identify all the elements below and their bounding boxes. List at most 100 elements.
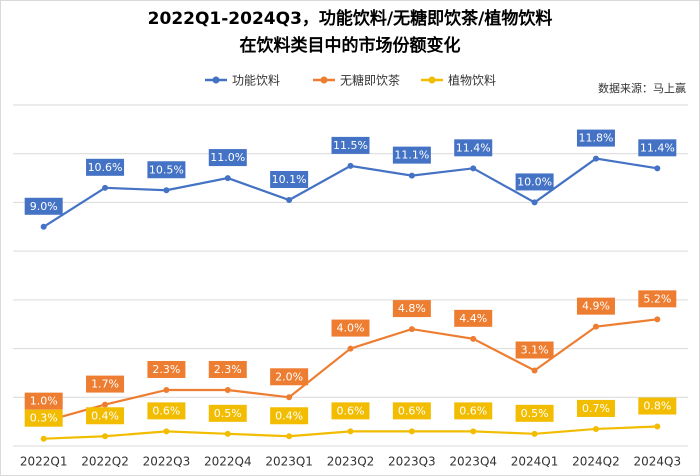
data-point — [408, 428, 415, 435]
data-point — [592, 155, 599, 162]
data-label-box — [515, 341, 554, 359]
data-label: 4.8% — [398, 302, 426, 315]
x-tick-label: 2023Q1 — [265, 455, 313, 469]
x-tick-label: 2022Q4 — [204, 455, 252, 469]
data-label: 10.5% — [149, 163, 184, 176]
data-point — [224, 175, 231, 182]
data-point — [592, 425, 599, 432]
data-label: 5.2% — [643, 292, 671, 305]
data-point — [592, 323, 599, 330]
data-label-box — [331, 319, 370, 337]
data-point — [408, 172, 415, 179]
data-point — [531, 367, 538, 374]
data-label-box — [638, 139, 677, 157]
data-point — [163, 386, 170, 393]
data-label-box — [270, 368, 309, 386]
data-label: 0.5% — [214, 407, 242, 420]
data-label: 0.4% — [91, 409, 119, 422]
data-label-box — [576, 399, 615, 417]
data-point — [102, 401, 109, 408]
data-label: 0.3% — [30, 412, 58, 425]
data-label: 0.5% — [521, 407, 549, 420]
data-label: 0.6% — [459, 404, 487, 417]
data-label: 0.7% — [582, 402, 610, 415]
data-label-box — [392, 402, 431, 420]
data-label-box — [576, 129, 615, 147]
x-tick-label: 2024Q2 — [572, 455, 620, 469]
data-label-box — [270, 170, 309, 188]
data-label: 1.0% — [30, 395, 58, 408]
data-label: 11.5% — [333, 139, 368, 152]
x-tick-label: 2022Q3 — [143, 455, 191, 469]
data-point — [470, 335, 477, 342]
data-point — [224, 386, 231, 393]
data-label-box — [454, 309, 493, 327]
data-point — [40, 223, 47, 230]
x-tick-label: 2024Q3 — [634, 455, 682, 469]
data-label-box — [147, 360, 186, 378]
data-point — [286, 196, 293, 203]
legend-label: 功能饮料 — [232, 74, 280, 88]
x-tick-label: 2022Q2 — [81, 455, 129, 469]
source-note: 数据来源：马上赢 — [598, 81, 686, 95]
data-point — [470, 428, 477, 435]
data-label: 0.6% — [152, 404, 180, 417]
x-tick-label: 2022Q1 — [20, 455, 68, 469]
data-label-box — [331, 402, 370, 420]
data-label-box — [392, 300, 431, 318]
legend-marker — [428, 76, 436, 84]
data-point — [163, 428, 170, 435]
data-label-box — [208, 360, 247, 378]
data-label: 10.0% — [517, 175, 552, 188]
data-label-box — [392, 146, 431, 164]
data-label: 0.6% — [398, 404, 426, 417]
data-label: 2.3% — [214, 363, 242, 376]
data-point — [102, 433, 109, 440]
data-point — [408, 326, 415, 333]
data-point — [347, 345, 354, 352]
legend-marker — [320, 76, 328, 84]
data-point — [286, 394, 293, 401]
data-point — [224, 430, 231, 437]
data-label: 3.1% — [521, 343, 549, 356]
data-label-box — [515, 404, 554, 422]
data-label-box — [86, 375, 125, 393]
data-label: 2.3% — [152, 363, 180, 376]
data-label: 4.0% — [337, 322, 365, 335]
x-tick-label: 2023Q4 — [449, 455, 497, 469]
data-label-box — [515, 173, 554, 191]
data-label-box — [208, 404, 247, 422]
data-label: 11.4% — [640, 141, 675, 154]
data-label-box — [454, 139, 493, 157]
data-label: 4.4% — [459, 312, 487, 325]
data-label-box — [24, 392, 63, 410]
data-point — [347, 162, 354, 169]
x-tick-label: 2024Q1 — [511, 455, 559, 469]
data-point — [163, 187, 170, 194]
data-label: 9.0% — [30, 200, 58, 213]
data-point — [531, 430, 538, 437]
data-point — [531, 199, 538, 206]
legend-marker — [212, 76, 220, 84]
data-label: 0.8% — [643, 400, 671, 413]
data-point — [286, 433, 293, 440]
chart-title: 在饮料类目中的市场份额变化 — [240, 35, 461, 56]
data-label-box — [86, 158, 125, 176]
data-label-box — [454, 402, 493, 420]
data-label: 10.6% — [88, 161, 123, 174]
data-label: 11.0% — [210, 151, 245, 164]
data-label: 2.0% — [275, 370, 303, 383]
data-label-box — [638, 397, 677, 415]
data-label: 10.1% — [272, 173, 307, 186]
data-point — [102, 184, 109, 191]
data-label-box — [86, 407, 125, 425]
data-label: 0.6% — [337, 404, 365, 417]
data-label-box — [24, 409, 63, 427]
data-point — [40, 435, 47, 442]
data-label-box — [638, 290, 677, 308]
data-label: 4.9% — [582, 300, 610, 313]
data-label-box — [331, 136, 370, 154]
data-label-box — [147, 402, 186, 420]
